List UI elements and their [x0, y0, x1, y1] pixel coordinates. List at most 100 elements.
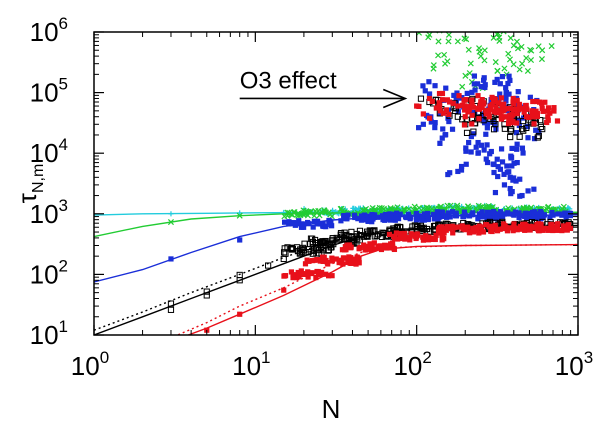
data-point [463, 161, 469, 167]
data-point [370, 216, 376, 222]
data-point [444, 224, 451, 230]
x-tick-label: 100 [71, 348, 109, 381]
data-point [497, 226, 503, 232]
data-point [478, 214, 484, 220]
data-point [539, 125, 546, 133]
data-point [507, 185, 513, 192]
data-point [329, 273, 335, 279]
data-point [519, 145, 526, 151]
data-point [388, 241, 394, 247]
data-point [423, 236, 430, 242]
data-point [400, 205, 407, 212]
data-point [483, 107, 489, 114]
data-point [433, 105, 439, 111]
y-axis-label: τN,m [12, 164, 47, 204]
data-point [510, 228, 516, 234]
data-point [423, 204, 430, 211]
data-point [531, 186, 537, 192]
data-point [408, 231, 414, 237]
data-point [519, 117, 527, 125]
data-point [488, 106, 494, 113]
data-point [321, 254, 327, 260]
data-point [500, 214, 506, 220]
data-point [445, 210, 452, 216]
data-point [547, 215, 553, 221]
data-point [443, 132, 449, 138]
plot-area [94, 32, 578, 335]
data-point [439, 224, 445, 230]
data-point [495, 173, 501, 180]
data-point [357, 232, 364, 239]
data-point [531, 121, 537, 127]
data-point [316, 212, 323, 219]
data-point [481, 47, 488, 54]
data-point [497, 166, 504, 172]
data-point [533, 127, 539, 133]
data-point [402, 214, 409, 220]
data-point [524, 67, 531, 75]
data-point [333, 256, 339, 262]
data-point [443, 214, 450, 220]
data-point [493, 126, 499, 132]
data-point [360, 217, 367, 223]
data-point [501, 125, 508, 132]
data-point [435, 214, 441, 220]
data-point [297, 212, 304, 219]
data-point [309, 240, 316, 247]
data-point [286, 219, 292, 225]
data-point [525, 211, 531, 217]
data-point [467, 60, 474, 67]
data-point [449, 209, 456, 215]
data-point [523, 114, 530, 120]
data-point [370, 228, 377, 235]
data-point [549, 221, 555, 228]
data-point [481, 75, 487, 81]
data-point [429, 98, 435, 105]
data-point [343, 255, 349, 261]
data-point [287, 245, 295, 252]
data-point [369, 211, 375, 218]
data-point [471, 225, 477, 231]
data-point [504, 169, 510, 175]
data-point [507, 35, 514, 42]
data-point [310, 258, 316, 264]
data-point [501, 171, 507, 177]
data-point [454, 90, 460, 96]
data-point [503, 224, 509, 231]
data-point [481, 100, 487, 106]
data-point [346, 254, 352, 260]
data-point [559, 227, 565, 234]
data-point [534, 134, 541, 141]
data-point [498, 146, 505, 152]
data-point [323, 271, 329, 277]
data-point [416, 125, 422, 131]
data-point [428, 119, 434, 125]
data-point [441, 230, 447, 236]
data-point [460, 102, 466, 108]
data-point [387, 245, 393, 251]
data-point [499, 159, 506, 165]
data-point [529, 224, 535, 230]
data-point [473, 144, 479, 150]
data-point [458, 167, 465, 173]
data-point [416, 204, 423, 211]
data-point [439, 135, 445, 141]
data-point [426, 91, 433, 97]
data-point [489, 94, 495, 101]
data-point [555, 221, 561, 227]
data-point [326, 273, 332, 279]
data-point [483, 131, 489, 137]
y-axis-label-main: τ [12, 192, 42, 203]
data-point [432, 120, 438, 126]
data-point [465, 46, 472, 53]
data-point [475, 93, 481, 99]
data-point [463, 129, 471, 136]
data-point [415, 32, 423, 36]
data-point [426, 95, 433, 102]
data-point [511, 107, 517, 113]
data-point [516, 106, 522, 113]
data-point [288, 269, 295, 275]
data-point [319, 247, 327, 254]
data-point [536, 129, 542, 135]
